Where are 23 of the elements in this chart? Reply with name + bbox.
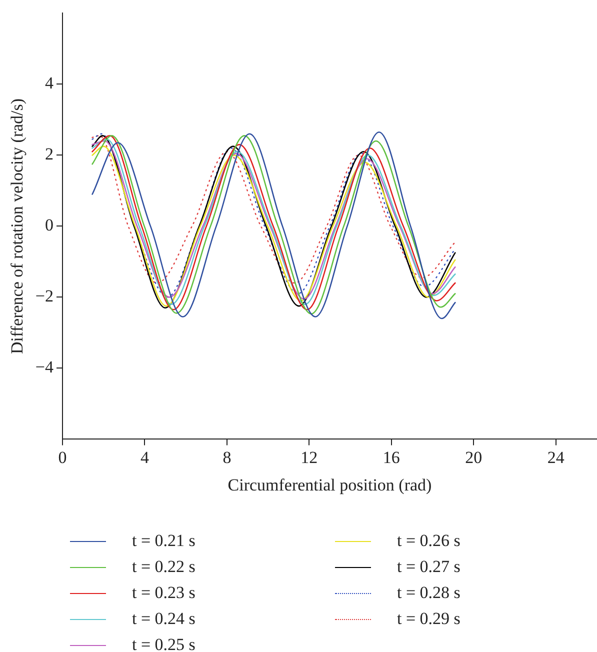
legend-label: t = 0.24 s	[132, 609, 196, 629]
x-tick-label: 0	[58, 448, 67, 467]
x-tick-label: 20	[465, 448, 482, 467]
legend-label: t = 0.29 s	[397, 609, 460, 629]
x-tick-label: 8	[222, 448, 232, 467]
legend-label: t = 0.26 s	[397, 531, 460, 551]
x-tick-label: 24	[547, 448, 565, 467]
legend-label: t = 0.25 s	[132, 635, 196, 652]
y-tick-label: 4	[44, 74, 54, 93]
x-tick-label: 16	[382, 448, 400, 467]
y-tick-label: 0	[44, 216, 54, 235]
y-tick-label: −2	[35, 286, 54, 306]
x-tick-label: 4	[140, 448, 150, 467]
y-tick-label: −4	[35, 358, 54, 377]
y-tick-label: 2	[44, 144, 54, 164]
legend-label: t = 0.27 s	[397, 557, 460, 577]
y-axis-title: Difference of rotation velocity (rad/s)	[8, 98, 27, 354]
x-axis-title: Circumferential position (rad)	[228, 475, 432, 494]
legend-label: t = 0.28 s	[397, 583, 460, 603]
legend-label: t = 0.23 s	[132, 583, 196, 603]
legend-label: t = 0.21 s	[132, 531, 196, 551]
x-tick-label: 12	[300, 448, 318, 467]
legend-label: t = 0.22 s	[132, 557, 196, 577]
